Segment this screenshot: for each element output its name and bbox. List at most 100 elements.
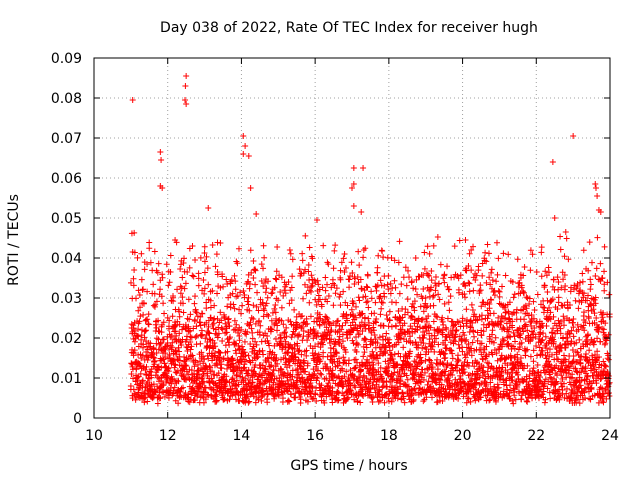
data-point <box>170 387 177 394</box>
data-point <box>288 284 295 291</box>
data-point <box>370 379 377 386</box>
data-point <box>263 311 270 318</box>
data-point <box>344 395 351 402</box>
data-point <box>546 346 553 353</box>
data-point <box>354 327 361 334</box>
data-point <box>520 328 527 335</box>
data-point <box>335 397 342 404</box>
data-point <box>291 350 298 357</box>
data-point <box>259 347 266 354</box>
data-point <box>287 250 294 257</box>
data-point <box>300 328 307 335</box>
data-point <box>192 334 199 341</box>
data-point <box>169 344 176 351</box>
data-point <box>189 243 196 250</box>
data-point <box>586 239 593 246</box>
data-point <box>282 355 289 362</box>
data-point <box>412 285 419 292</box>
data-point <box>133 295 140 302</box>
data-point <box>285 397 292 404</box>
data-point <box>364 272 371 279</box>
data-point <box>579 270 586 277</box>
data-point <box>369 348 376 355</box>
data-point <box>172 322 179 329</box>
data-point <box>135 333 142 340</box>
data-point <box>306 277 313 284</box>
data-point <box>562 356 569 363</box>
data-point <box>587 396 594 403</box>
data-point <box>322 274 329 281</box>
data-point <box>471 363 478 370</box>
data-point <box>573 339 580 346</box>
data-point <box>386 317 393 324</box>
data-point <box>490 365 497 372</box>
data-point-outlier <box>360 165 367 171</box>
data-point <box>574 321 581 328</box>
data-point <box>487 379 494 386</box>
data-point <box>350 313 357 320</box>
data-point <box>536 344 543 351</box>
data-point <box>412 369 419 376</box>
data-point <box>436 280 443 287</box>
data-point <box>552 381 559 388</box>
data-point <box>420 398 427 405</box>
data-point <box>176 348 183 355</box>
data-point <box>177 290 184 297</box>
data-point <box>340 255 347 262</box>
data-point <box>274 322 281 329</box>
data-point <box>536 377 543 384</box>
data-point <box>602 340 609 347</box>
data-point <box>167 252 174 259</box>
data-point <box>420 340 427 347</box>
data-point <box>286 372 293 379</box>
data-point <box>175 378 182 385</box>
data-point <box>434 366 441 373</box>
data-point <box>601 268 608 275</box>
data-point <box>472 397 479 404</box>
data-point <box>416 385 423 392</box>
data-point <box>269 370 276 377</box>
data-point <box>328 372 335 379</box>
data-point <box>184 348 191 355</box>
data-point <box>406 274 413 281</box>
data-point <box>605 356 612 363</box>
data-point <box>304 337 311 344</box>
data-point <box>209 287 216 294</box>
data-point <box>395 390 402 397</box>
data-point <box>332 380 339 387</box>
data-point <box>252 267 259 274</box>
data-point <box>249 329 256 336</box>
y-tick-label: 0.04 <box>51 251 82 267</box>
data-point <box>136 318 143 325</box>
data-point <box>547 309 554 316</box>
data-point <box>446 307 453 314</box>
data-point <box>599 393 606 400</box>
data-point <box>513 369 520 376</box>
data-point <box>187 338 194 345</box>
data-point <box>428 268 435 275</box>
data-point <box>296 266 303 273</box>
data-point <box>382 391 389 398</box>
data-point <box>241 292 248 299</box>
data-point <box>462 236 469 243</box>
data-point <box>306 287 313 294</box>
data-point <box>232 278 239 285</box>
data-point <box>310 335 317 342</box>
data-point <box>324 364 331 371</box>
data-point <box>230 301 237 308</box>
data-point-outlier <box>594 193 601 199</box>
data-point <box>140 311 147 318</box>
data-point <box>553 378 560 385</box>
data-point <box>352 356 359 363</box>
data-point <box>219 337 226 344</box>
data-point <box>455 275 462 282</box>
data-point <box>395 307 402 314</box>
data-point <box>487 281 494 288</box>
data-point <box>248 314 255 321</box>
data-point-outlier <box>350 165 357 171</box>
data-point <box>428 359 435 366</box>
data-point <box>549 351 556 358</box>
data-point <box>421 265 428 272</box>
data-point <box>491 292 498 299</box>
data-point <box>245 352 252 359</box>
